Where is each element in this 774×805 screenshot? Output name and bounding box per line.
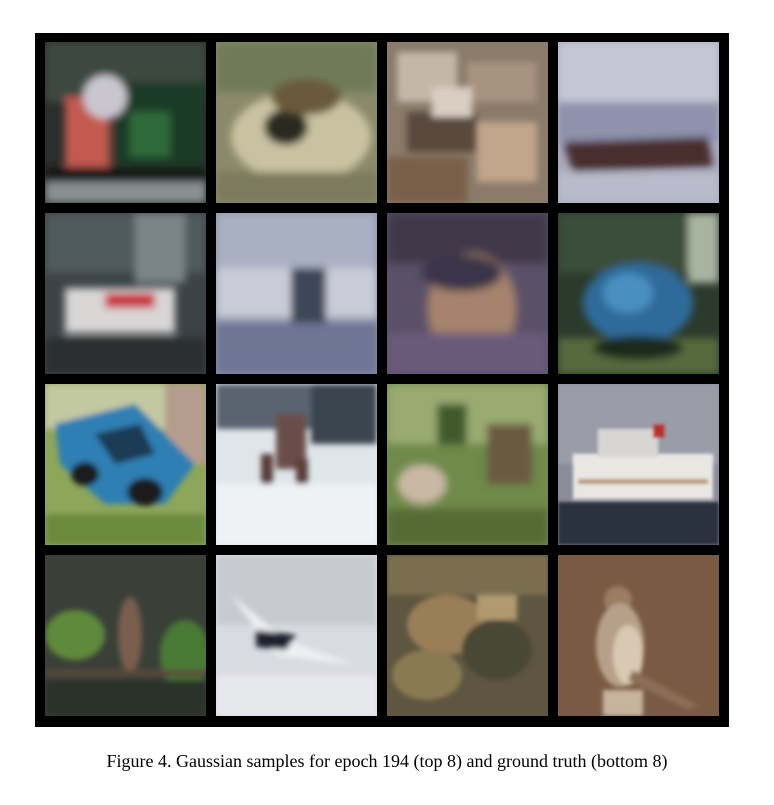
ground-truth-3 (387, 384, 548, 545)
generated-sample-5 (45, 213, 206, 374)
generated-sample-4 (558, 42, 719, 203)
ground-truth-7 (387, 555, 548, 716)
ground-truth-8 (558, 555, 719, 716)
ground-truth-1 (45, 384, 206, 545)
ground-truth-6 (216, 555, 377, 716)
ground-truth-2 (216, 384, 377, 545)
ground-truth-4 (558, 384, 719, 545)
generated-sample-1 (45, 42, 206, 203)
generated-sample-8 (558, 213, 719, 374)
generated-sample-2 (216, 42, 377, 203)
generated-sample-6 (216, 213, 377, 374)
ground-truth-5 (45, 555, 206, 716)
generated-sample-7 (387, 213, 548, 374)
sample-grid (35, 33, 729, 727)
figure-caption: Figure 4. Gaussian samples for epoch 194… (106, 751, 668, 771)
generated-sample-3 (387, 42, 548, 203)
